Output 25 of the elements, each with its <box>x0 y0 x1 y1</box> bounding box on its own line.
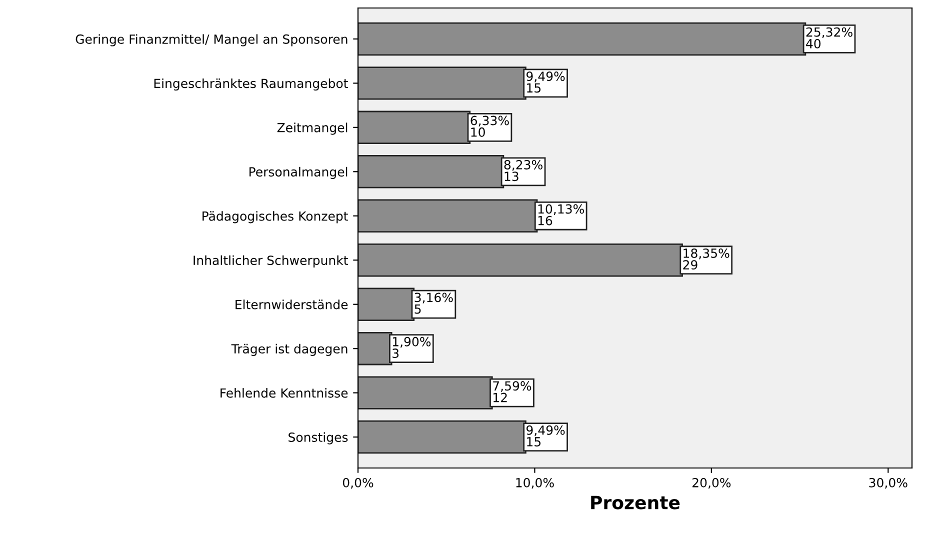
data-label: 8,23% 13 <box>504 160 542 182</box>
y-tick-label: Zeitmangel <box>277 122 348 135</box>
x-tick-label: 0,0% <box>342 478 374 489</box>
x-axis-title: Prozente <box>591 496 680 510</box>
data-label: 9,49% 15 <box>526 72 565 93</box>
y-tick-label: Sonstiges <box>288 432 348 444</box>
data-label: 7,59% 12 <box>493 381 532 402</box>
y-tick-label: Eingeschränktes Raumangebot <box>154 78 348 91</box>
data-label: 25,32% 40 <box>806 27 852 48</box>
data-label: 1,90% 3 <box>392 336 431 358</box>
y-tick-label: Inhaltlicher Schwerpunkt <box>194 255 348 268</box>
y-tick-label: Personalmangel <box>250 166 348 179</box>
x-tick-label: 20,0% <box>692 478 731 489</box>
y-tick-label: Fehlende Kenntnisse <box>220 388 348 398</box>
data-label: 3,16% 5 <box>414 292 453 314</box>
y-tick-label: Träger ist dagegen <box>231 344 348 356</box>
y-tick-label: Pädagogisches Konzept <box>202 211 348 224</box>
data-label: 9,49% 15 <box>526 425 565 446</box>
data-label: 6,33% 10 <box>470 116 509 137</box>
x-tick-label: 10,0% <box>516 478 554 489</box>
y-tick-label: Elternwiderstände <box>236 300 348 310</box>
data-label: 10,13% 16 <box>538 204 584 226</box>
x-tick-label: 30,0% <box>869 478 908 489</box>
y-tick-label: Geringe Finanzmittel/ Mangel an Sponsoren <box>76 34 348 46</box>
data-label: 18,35% 29 <box>683 248 730 270</box>
